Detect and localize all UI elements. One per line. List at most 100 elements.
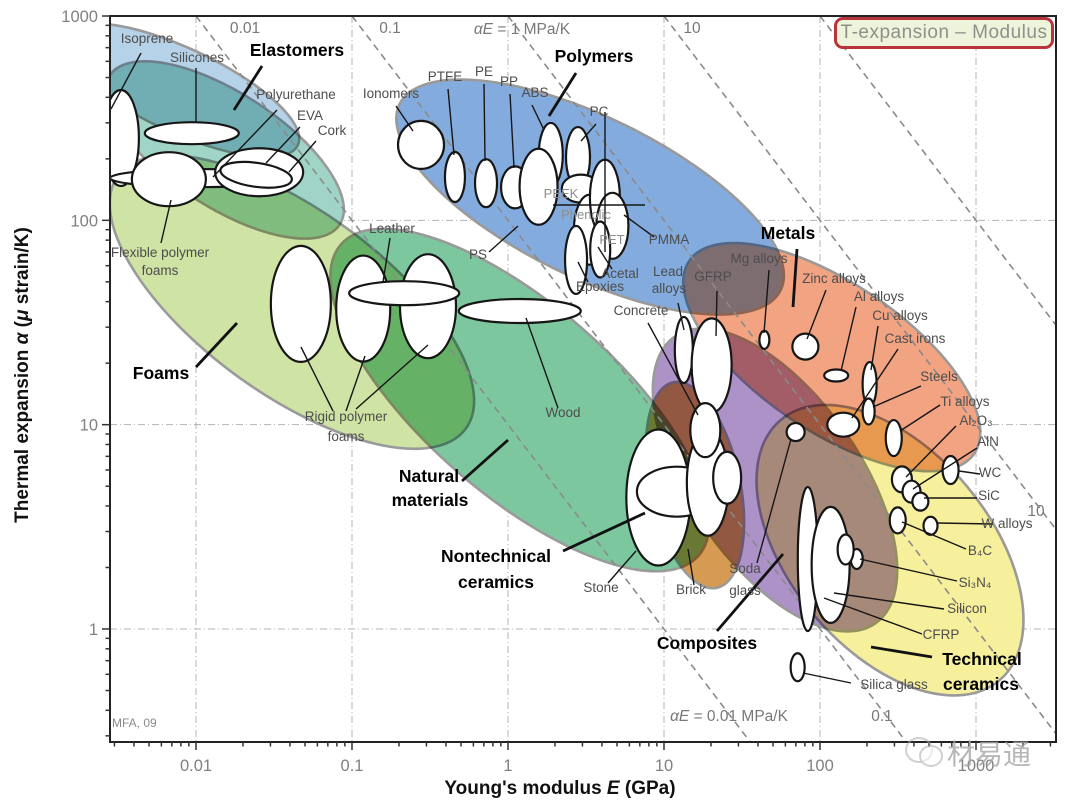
guide-label-0-1: 0.1: [379, 20, 401, 37]
label-ceramics: ceramics: [458, 572, 534, 592]
guide-line-aE-1: [507, 16, 1056, 736]
bubble-ptfe: [443, 150, 467, 204]
guide-label-0-01: 0.01: [230, 20, 260, 37]
label-si-n: Si₃N₄: [959, 575, 992, 590]
region-leader-line: [194, 322, 239, 368]
bubble-zinc-alloys: [791, 332, 820, 361]
label-ti-alloys: Ti alloys: [940, 394, 989, 409]
label-silicones: Silicones: [170, 50, 224, 65]
region-leader-line: [232, 65, 264, 111]
label-pe: PE: [475, 64, 493, 79]
label-natural: Natural: [399, 466, 459, 486]
leader-line: [802, 672, 852, 684]
leader-line: [212, 109, 278, 178]
bubble-leather: [348, 280, 461, 307]
guide-label-10: 10: [1027, 503, 1045, 520]
leader-line: [525, 317, 559, 409]
bubble-wc: [941, 454, 960, 486]
label-foams: foams: [142, 263, 179, 278]
label-flexible-polymer: Flexible polymer: [111, 245, 210, 260]
bubble-cast-irons: [826, 411, 861, 438]
label-silicon: Silicon: [947, 601, 987, 616]
label-polyurethane: Polyurethane: [256, 87, 336, 102]
leader-line: [763, 269, 770, 334]
leader-line: [756, 438, 792, 564]
leader-line: [488, 225, 519, 253]
bubble-b4c: [888, 506, 907, 535]
bubble-ti-alloys: [884, 418, 903, 458]
bubble-silicones: [143, 121, 240, 146]
bubble-sic: [911, 491, 930, 512]
x-tick-label-100: 100: [806, 757, 834, 775]
label-metals: Metals: [761, 223, 816, 243]
label-al-o: Al₂O₃: [959, 413, 992, 428]
bubble-silica-glass: [789, 652, 806, 683]
label-eva: EVA: [297, 108, 323, 123]
y-tick-label-1000: 1000: [61, 8, 98, 26]
region-leader-line: [461, 438, 509, 483]
label-ceramics: ceramics: [943, 674, 1019, 694]
bubble-mg-alloys: [758, 329, 771, 350]
leader-line: [899, 404, 941, 432]
leader-line: [623, 214, 655, 238]
label-cast-irons: Cast irons: [885, 331, 946, 346]
label-rigid-polymer: Rigid polymer: [305, 409, 388, 424]
bubbles: [110, 88, 960, 683]
bubble-concrete: [689, 402, 722, 459]
leader-line: [300, 346, 334, 412]
bubble-wood: [457, 297, 582, 325]
leader-line: [647, 322, 699, 416]
author-watermark: MFA, 09: [112, 716, 157, 730]
x-tick-label-1: 1: [503, 757, 512, 775]
label-pet: PET: [599, 232, 624, 247]
leader-line: [597, 246, 613, 270]
bubble-ionomers: [396, 119, 446, 170]
label-foams: Foams: [133, 363, 190, 383]
y-tick-label-1: 1: [89, 621, 98, 639]
label-epoxies: Epoxies: [576, 279, 624, 294]
label-phenolic: Phenolic: [561, 207, 611, 222]
x-axis-title: Young's modulus E (GPa): [444, 778, 675, 799]
wechat-logo-icon: [905, 735, 945, 771]
leader-line: [823, 597, 923, 635]
label-cu-alloys: Cu alloys: [872, 308, 928, 323]
leader-line: [531, 104, 545, 131]
label-cfrp: CFRP: [923, 627, 960, 642]
label-ptfe: PTFE: [428, 69, 463, 84]
label-gfrp: GFRP: [694, 269, 732, 284]
leader-line: [110, 52, 142, 110]
label-peek: PEEK: [544, 186, 579, 201]
guide-label-0-01-mpa-k: αE = 0.01 MPa/K: [670, 708, 789, 725]
leader-line: [936, 522, 994, 525]
label-stone: Stone: [583, 580, 618, 595]
bubble-rigid-foam-1: [269, 244, 332, 363]
label-pp: PP: [500, 74, 518, 89]
label-al-alloys: Al alloys: [854, 289, 905, 304]
leader-line: [265, 126, 301, 164]
leader-line: [833, 592, 945, 610]
label-ionomers: Ionomers: [363, 86, 420, 101]
label-abs: ABS: [521, 85, 548, 100]
label-isoprene: Isoprene: [121, 31, 174, 46]
label-zinc-alloys: Zinc alloys: [802, 271, 866, 286]
x-tick-label-0.01: 0.01: [180, 757, 212, 775]
region-leader-line: [715, 553, 785, 632]
bubble-pe: [473, 158, 499, 209]
site-watermark-text: 材易通: [947, 739, 1032, 770]
leader-line: [580, 123, 597, 142]
leader-line: [872, 385, 922, 408]
leader-line: [483, 83, 486, 162]
label-b-c: B₄C: [968, 543, 993, 558]
region-leader-line: [791, 248, 799, 308]
x-tick-label-1000: 1000: [958, 757, 995, 775]
label-mg-alloys: Mg alloys: [730, 251, 787, 266]
chart-title-box: T-expansion – Modulus: [834, 17, 1054, 49]
leader-line: [395, 105, 414, 132]
bubble-gfrp: [690, 317, 733, 414]
leader-line: [687, 548, 695, 586]
label-materials: materials: [392, 490, 469, 510]
bubble-al-alloys: [823, 368, 850, 383]
